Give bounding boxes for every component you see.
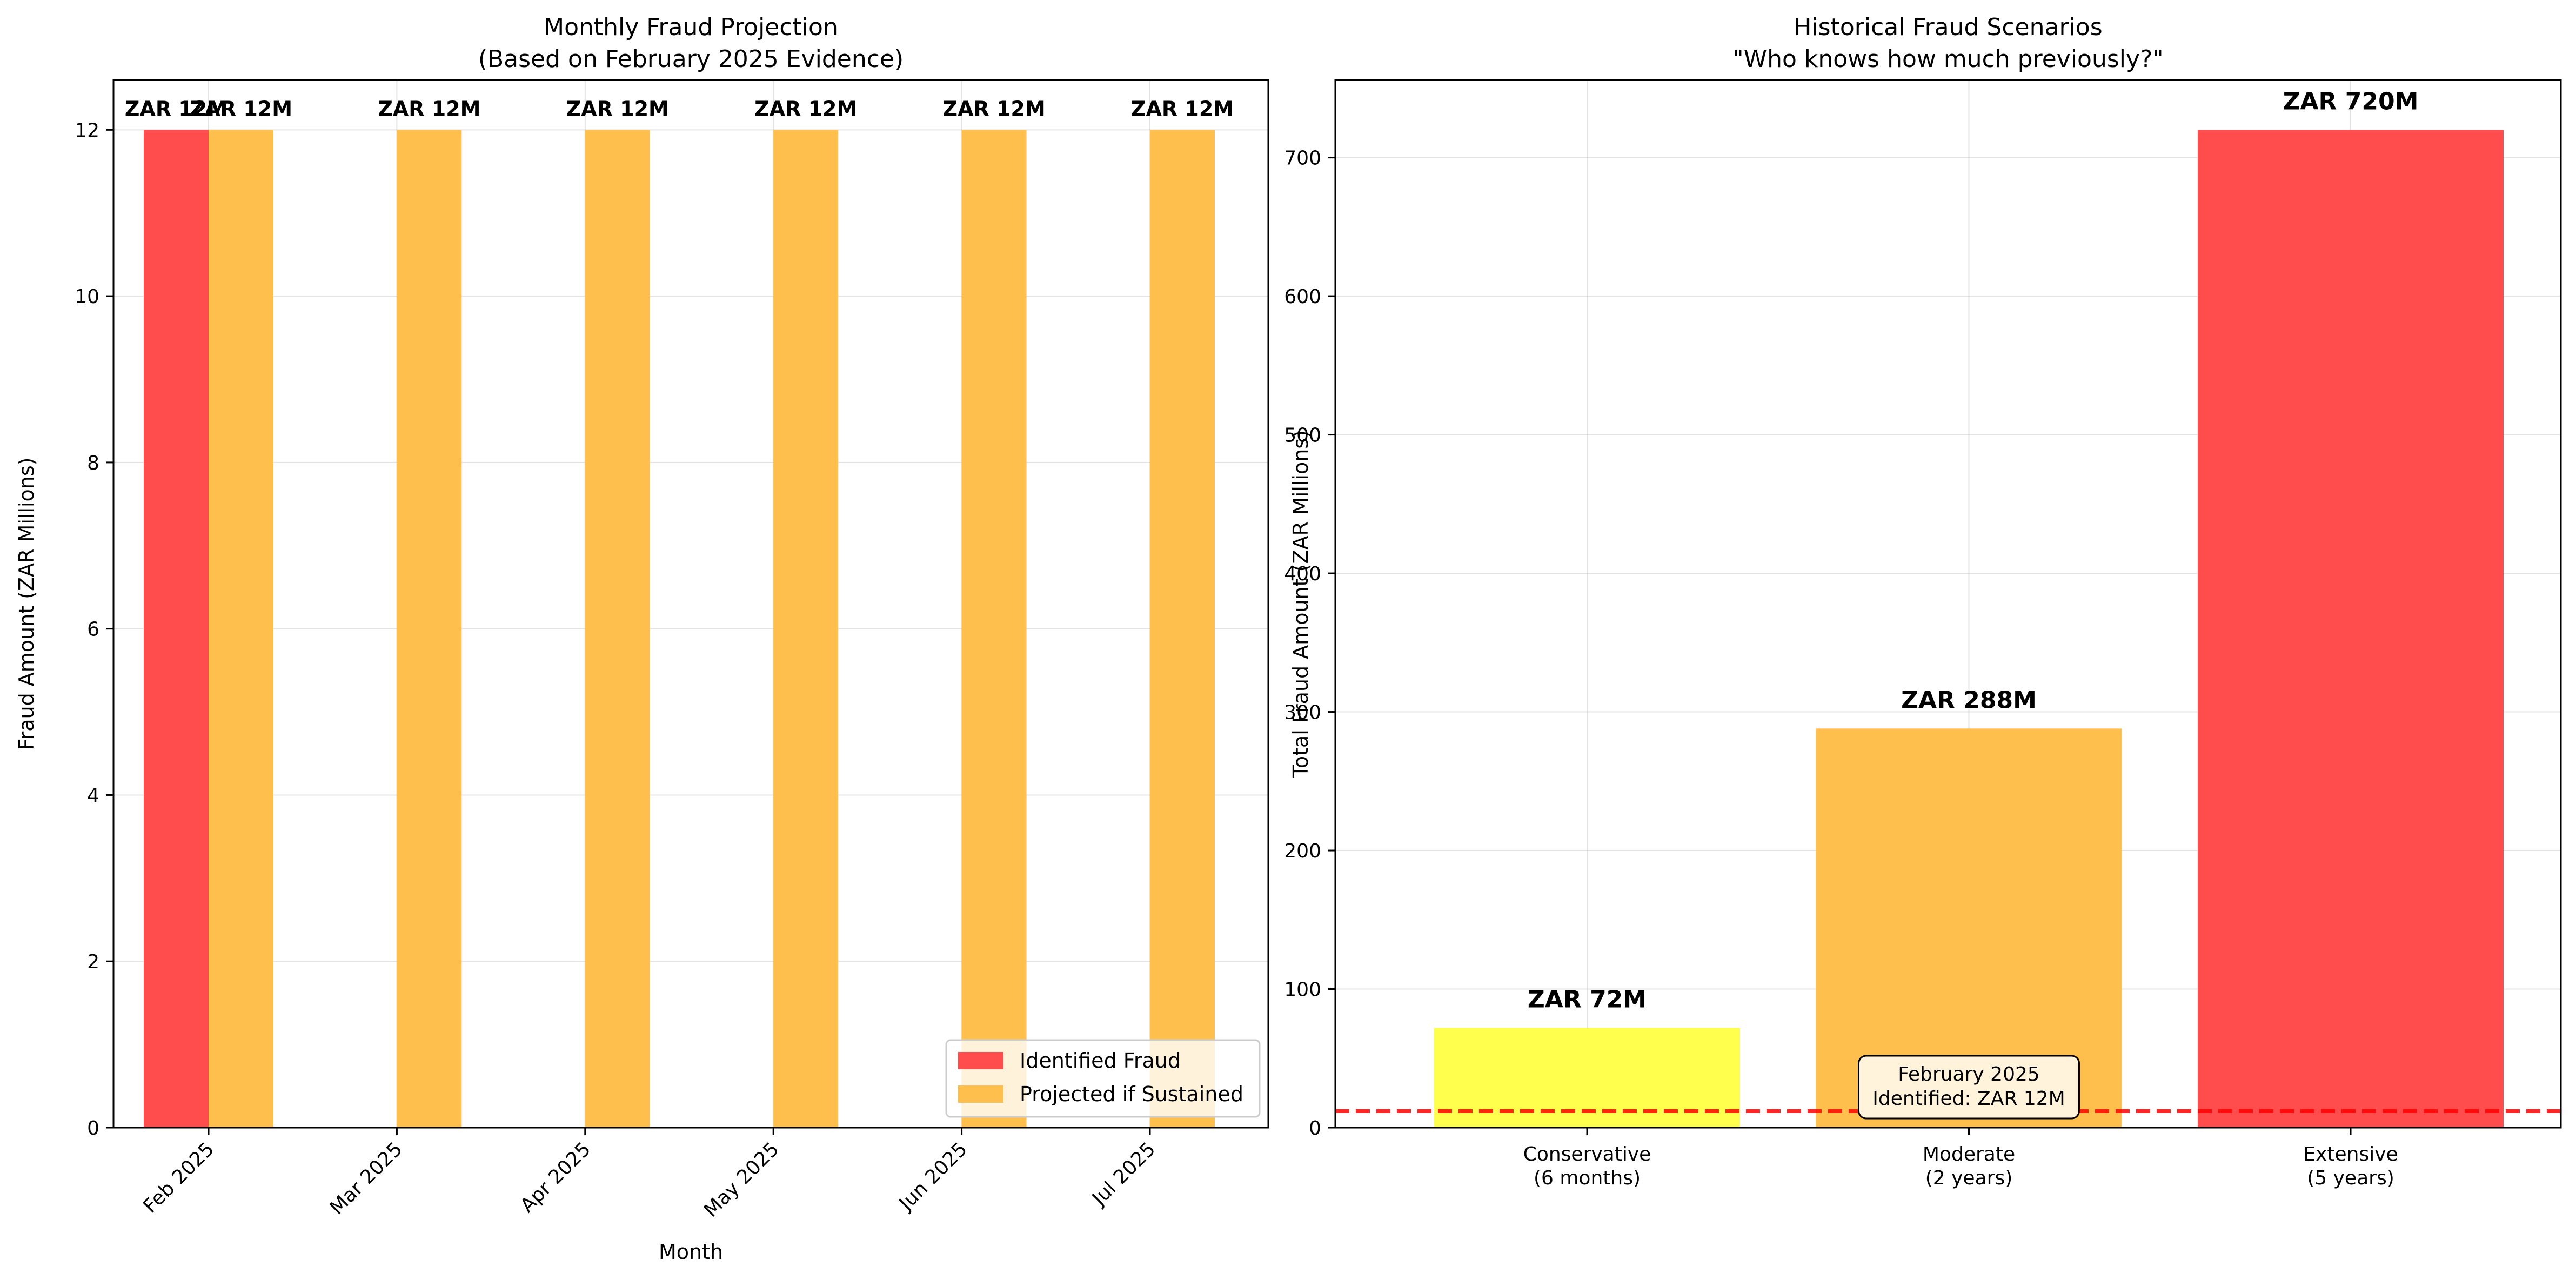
y-axis-label: Fraud Amount (ZAR Millions) — [15, 457, 38, 750]
data-label: ZAR 72M — [1528, 986, 1647, 1013]
data-label: ZAR 12M — [1131, 97, 1234, 120]
data-label: ZAR 12M — [190, 97, 292, 120]
bar-projected — [585, 130, 650, 1128]
y-tick-label: 2 — [87, 951, 99, 973]
bar-scenario — [2198, 130, 2504, 1128]
y-tick-label: 12 — [75, 119, 99, 142]
bar-projected — [773, 130, 839, 1128]
y-tick-label: 6 — [87, 619, 99, 641]
data-label: ZAR 12M — [754, 97, 857, 120]
bar-projected — [209, 130, 273, 1128]
y-tick-label: 700 — [1284, 148, 1321, 170]
y-tick-label: 400 — [1284, 563, 1321, 585]
y-tick-label: 0 — [1309, 1117, 1321, 1140]
y-tick-label: 300 — [1284, 702, 1321, 724]
chart-title: Monthly Fraud Projection — [544, 14, 838, 41]
data-label: ZAR 720M — [2283, 88, 2419, 115]
x-tick-label: (6 months) — [1534, 1167, 1641, 1189]
x-tick-label: Jun 2025 — [894, 1138, 972, 1215]
y-tick-label: 200 — [1284, 840, 1321, 862]
plot-frame — [112, 79, 1269, 1129]
x-tick-label: Conservative — [1523, 1143, 1651, 1165]
y-tick-label: 10 — [75, 286, 99, 308]
x-tick-label: (5 years) — [2307, 1167, 2394, 1189]
legend-box — [945, 1039, 1261, 1118]
chart-subtitle: "Who knows how much previously?" — [1732, 45, 2163, 73]
y-tick-label: 600 — [1284, 286, 1321, 308]
y-tick-label: 0 — [87, 1117, 99, 1140]
bar-projected — [1150, 130, 1215, 1128]
x-tick-label: Apr 2025 — [516, 1138, 595, 1217]
data-label: ZAR 12M — [125, 97, 228, 120]
x-tick-label: Feb 2025 — [139, 1138, 218, 1217]
x-tick-label: May 2025 — [700, 1138, 784, 1222]
bar-projected — [397, 130, 462, 1128]
x-tick-label: Extensive — [2303, 1143, 2398, 1165]
y-axis-label: Total Fraud Amount (ZAR Millions) — [1289, 430, 1313, 778]
x-axis-label: Month — [659, 1240, 723, 1264]
annotation-text: Identified: ZAR 12M — [1872, 1088, 2065, 1110]
x-tick-label: Mar 2025 — [326, 1138, 407, 1219]
x-tick-label: (2 years) — [1925, 1167, 2013, 1189]
data-label: ZAR 12M — [566, 97, 669, 120]
data-label: ZAR 12M — [943, 97, 1046, 120]
legend-swatch — [958, 1085, 1003, 1103]
chart-subtitle: (Based on February 2025 Evidence) — [478, 45, 904, 73]
data-label: ZAR 12M — [378, 97, 480, 120]
x-tick-label: Moderate — [1923, 1143, 2015, 1165]
y-tick-label: 100 — [1284, 979, 1321, 1001]
bar-identified — [144, 130, 209, 1128]
plot-frame — [1334, 79, 2562, 1129]
annotation-text: February 2025 — [1898, 1063, 2040, 1085]
legend-swatch — [958, 1052, 1003, 1069]
legend-label: Identified Fraud — [1020, 1049, 1181, 1073]
bar-projected — [961, 130, 1027, 1128]
y-tick-label: 500 — [1284, 425, 1321, 447]
y-tick-label: 4 — [87, 785, 99, 807]
y-tick-label: 8 — [87, 452, 99, 474]
x-tick-label: Jul 2025 — [1087, 1138, 1160, 1210]
annotation-box — [1858, 1055, 2080, 1120]
chart-title: Historical Fraud Scenarios — [1794, 14, 2102, 41]
data-label: ZAR 288M — [1901, 686, 2037, 714]
legend-label: Projected if Sustained — [1020, 1082, 1243, 1106]
